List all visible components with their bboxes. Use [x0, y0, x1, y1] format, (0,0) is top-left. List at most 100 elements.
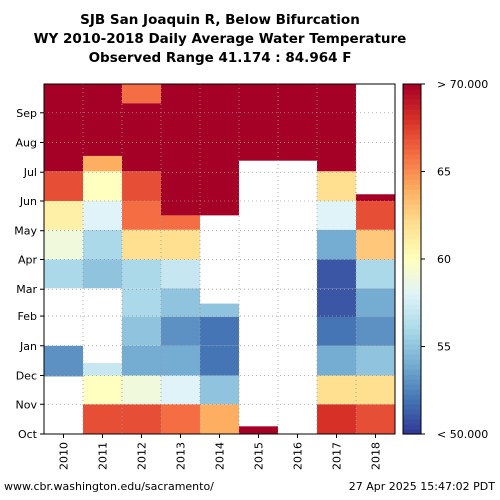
colorbar-swatch: [403, 334, 421, 340]
colorbar-swatch: [403, 429, 421, 435]
colorbar-swatch: [403, 199, 421, 205]
chart-title: SJB San Joaquin R, Below Bifurcation: [80, 12, 360, 28]
colorbar-swatch: [403, 354, 421, 360]
heatmap-cell: [356, 259, 395, 289]
heatmap-cell: [356, 200, 395, 230]
heatmap-cell: [317, 259, 356, 289]
x-tick-label: 2013: [175, 442, 188, 470]
heatmap-cell: [200, 200, 239, 216]
heatmap-cell: [44, 200, 83, 230]
year-column-2011: [83, 84, 122, 434]
colorbar-swatch: [403, 229, 421, 235]
heatmap-cell: [356, 288, 395, 318]
colorbar-swatch: [403, 364, 421, 370]
heatmap-cell: [239, 426, 278, 434]
heatmap-cell: [317, 229, 356, 260]
heatmap-cell: [83, 363, 122, 376]
year-column-2016: [278, 84, 317, 161]
colorbar-swatch: [403, 134, 421, 140]
heatmap-cell: [161, 259, 200, 289]
heatmap-cell: [356, 345, 395, 376]
colorbar-swatch: [403, 414, 421, 420]
colorbar-tick-label: < 50.000: [437, 428, 488, 441]
heatmap-cell: [356, 317, 395, 346]
colorbar-swatch: [403, 99, 421, 105]
colorbar-swatch: [403, 274, 421, 280]
year-column-2010: [44, 84, 83, 377]
y-tick-label: Nov: [16, 398, 38, 411]
colorbar-swatch: [403, 84, 421, 90]
heatmap-cell: [122, 103, 161, 172]
heatmap-cell: [44, 345, 83, 377]
colorbar-swatch: [403, 159, 421, 165]
colorbar-swatch: [403, 314, 421, 320]
heatmap-cell: [200, 345, 239, 376]
heatmap-cell: [317, 288, 356, 318]
heatmap-cell: [83, 200, 122, 230]
heatmap-cell: [161, 288, 200, 318]
chart-range-note: Observed Range 41.174 : 84.964 F: [89, 50, 352, 66]
heatmap-cell: [356, 229, 395, 260]
colorbar-swatch: [403, 424, 421, 430]
y-tick-label: Jan: [19, 340, 37, 353]
colorbar-swatch: [403, 374, 421, 380]
colorbar-swatch: [403, 269, 421, 275]
timestamp: 27 Apr 2025 15:47:02 PDT: [349, 480, 496, 493]
colorbar-swatch: [403, 304, 421, 310]
heatmap-cell: [122, 229, 161, 260]
heatmap-cell: [356, 375, 395, 405]
colorbar-swatch: [403, 214, 421, 220]
heatmap-cell: [161, 345, 200, 376]
heatmap-cell: [122, 84, 161, 104]
heatmap-cell: [44, 84, 83, 172]
year-column-2017: [317, 84, 356, 434]
heatmap-cell: [200, 303, 239, 318]
heatmap-cell: [44, 171, 83, 201]
colorbar-swatch: [403, 359, 421, 365]
colorbar-tick-label: 55: [437, 341, 451, 354]
colorbar-swatch: [403, 169, 421, 175]
heatmap-cell: [161, 84, 200, 216]
colorbar-swatch: [403, 324, 421, 330]
y-tick-label: Mar: [16, 283, 37, 296]
colorbar-swatch: [403, 394, 421, 400]
colorbar-tick-label: > 70.000: [437, 78, 488, 91]
colorbar-swatch: [403, 239, 421, 245]
y-tick-label: Apr: [18, 253, 38, 266]
x-tick-label: 2015: [253, 442, 266, 470]
heatmap-cell: [161, 229, 200, 260]
heatmap-cell: [161, 375, 200, 405]
colorbar-swatch: [403, 184, 421, 190]
year-column-2012: [122, 84, 161, 434]
x-axis-year-labels: 2010 2011 2012 2013 2014 2015 2016 2017 2018: [58, 434, 383, 470]
colorbar-swatch: [403, 154, 421, 160]
heatmap-cell: [200, 317, 239, 346]
colorbar-swatch: [403, 279, 421, 285]
year-column-2018: [356, 194, 395, 434]
colorbar-swatch: [403, 244, 421, 250]
heatmap-cell: [239, 84, 278, 161]
colorbar-swatch: [403, 409, 421, 415]
colorbar-swatch: [403, 89, 421, 95]
colorbar-swatch: [403, 299, 421, 305]
heatmap-cell: [317, 345, 356, 376]
colorbar-swatch: [403, 189, 421, 195]
chart-title-block: SJB San Joaquin R, Below Bifurcation WY …: [34, 12, 407, 66]
year-column-2015: [239, 84, 278, 434]
colorbar-swatch: [403, 179, 421, 185]
year-column-2013: [161, 84, 200, 434]
grid-lines: [44, 84, 395, 434]
heatmap-cell: [200, 404, 239, 434]
colorbar-swatch: [403, 104, 421, 110]
heatmap-cell: [317, 404, 356, 434]
heatmap-cell: [200, 375, 239, 405]
heatmap-cell: [83, 84, 122, 156]
colorbar-swatch: [403, 114, 421, 120]
colorbar-swatch: [403, 264, 421, 270]
heatmap-cell: [161, 404, 200, 434]
heatmap-cell: [317, 200, 356, 230]
colorbar-swatch: [403, 369, 421, 375]
heatmap-cells: [44, 84, 395, 434]
year-column-2014: [200, 84, 239, 434]
